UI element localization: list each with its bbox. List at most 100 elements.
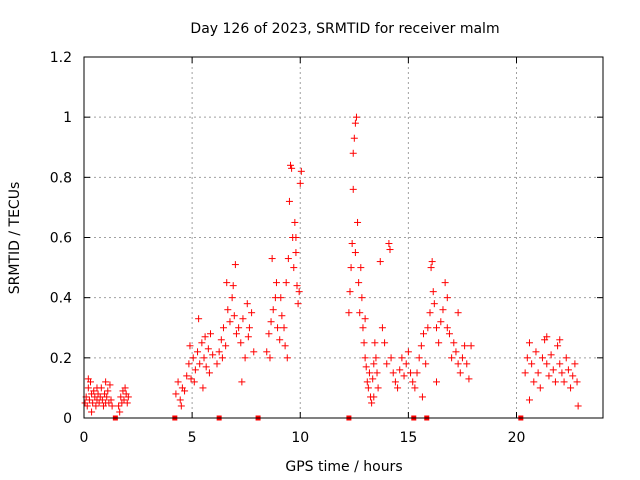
data-point	[386, 246, 394, 254]
data-point	[117, 393, 125, 401]
data-point	[107, 396, 115, 404]
data-point	[198, 339, 206, 347]
data-point	[194, 348, 202, 356]
data-point	[567, 384, 575, 392]
data-point	[538, 354, 546, 362]
data-point	[359, 324, 367, 332]
data-point	[268, 255, 276, 263]
data-point	[297, 167, 305, 175]
data-point	[290, 264, 298, 272]
data-point	[547, 351, 555, 359]
y-tick-label: 0.8	[50, 170, 72, 186]
data-point	[95, 399, 103, 407]
data-point	[89, 399, 97, 407]
data-point	[209, 351, 217, 359]
data-point	[458, 354, 466, 362]
data-point	[124, 393, 132, 401]
x-tick-label: 15	[399, 430, 417, 446]
data-point	[207, 330, 215, 338]
data-point	[530, 378, 538, 386]
data-point	[554, 342, 562, 350]
data-point	[224, 306, 232, 314]
data-point	[217, 336, 225, 344]
data-point	[102, 378, 110, 386]
data-point	[245, 324, 253, 332]
data-point	[231, 261, 239, 269]
data-point	[349, 185, 357, 193]
data-point	[354, 218, 362, 226]
data-point	[556, 360, 564, 368]
data-point	[288, 164, 296, 172]
data-point	[398, 354, 406, 362]
data-point	[222, 342, 230, 350]
data-point	[215, 348, 223, 356]
data-point	[543, 333, 551, 341]
data-point	[186, 342, 194, 350]
data-point	[439, 306, 447, 314]
data-point	[387, 354, 395, 362]
data-point	[230, 312, 238, 320]
y-tick-label: 1.2	[50, 50, 72, 66]
data-point	[293, 282, 301, 290]
data-point	[549, 366, 557, 374]
data-point	[364, 384, 372, 392]
data-point	[108, 402, 116, 410]
data-point	[226, 318, 234, 326]
data-point	[435, 339, 443, 347]
data-point	[450, 339, 458, 347]
data-point	[241, 354, 249, 362]
data-point	[428, 258, 436, 266]
data-point	[361, 315, 369, 323]
y-tick-label: 0.4	[50, 291, 72, 307]
data-point	[564, 366, 572, 374]
data-point	[456, 369, 464, 377]
data-point	[282, 279, 290, 287]
data-point	[573, 378, 581, 386]
data-point	[219, 324, 227, 332]
data-point	[84, 375, 92, 383]
data-point	[93, 384, 101, 392]
data-point	[571, 360, 579, 368]
x-tick-label: 20	[508, 430, 526, 446]
data-point	[422, 360, 430, 368]
data-point	[274, 324, 282, 332]
data-point	[345, 309, 353, 317]
data-point	[534, 369, 542, 377]
data-point	[407, 369, 415, 377]
data-point	[574, 402, 582, 410]
data-point	[432, 324, 440, 332]
data-point	[556, 336, 564, 344]
data-point	[378, 324, 386, 332]
data-point	[426, 309, 434, 317]
data-point	[371, 339, 379, 347]
data-point	[443, 294, 451, 302]
data-point	[418, 393, 426, 401]
data-point	[374, 384, 382, 392]
data-point	[244, 333, 252, 341]
data-point	[373, 369, 381, 377]
data-point	[238, 378, 246, 386]
data-point	[357, 264, 365, 272]
data-point	[189, 354, 197, 362]
data-point	[176, 396, 184, 404]
data-point	[409, 378, 417, 386]
data-point	[368, 399, 376, 407]
y-tick-label: 0.2	[50, 351, 72, 367]
data-point	[285, 197, 293, 205]
data-point	[372, 354, 380, 362]
data-point	[370, 393, 378, 401]
data-point	[191, 366, 199, 374]
data-point	[445, 330, 453, 338]
data-point	[201, 333, 209, 341]
data-point	[560, 378, 568, 386]
data-point	[200, 354, 208, 362]
data-point	[202, 363, 210, 371]
x-tick-label: 5	[188, 430, 197, 446]
grid-lines	[84, 57, 603, 418]
data-point	[85, 396, 93, 404]
data-point	[248, 309, 256, 317]
data-point	[98, 396, 106, 404]
data-point	[292, 234, 300, 241]
data-point	[278, 312, 286, 320]
data-point	[385, 240, 393, 248]
